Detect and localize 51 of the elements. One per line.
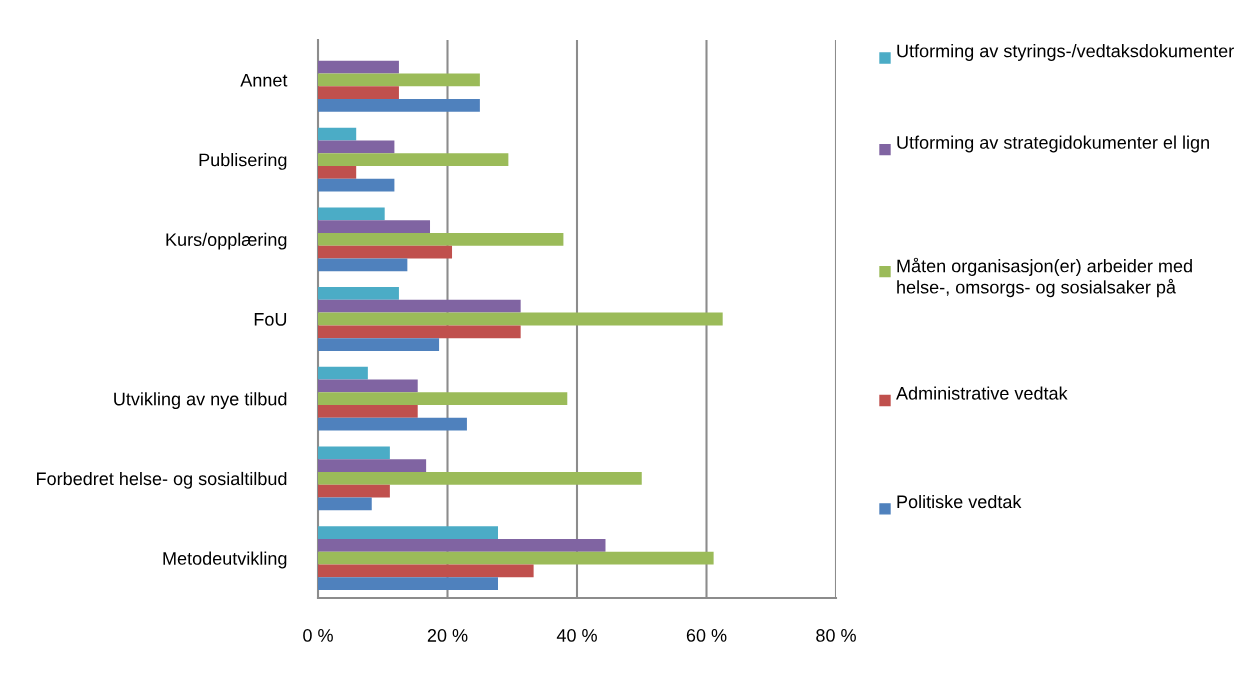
bar xyxy=(318,338,440,351)
bar xyxy=(318,127,357,141)
legend-label: Administrative vedtak xyxy=(896,386,1068,400)
bar xyxy=(318,446,390,460)
bar xyxy=(318,379,418,393)
bar xyxy=(318,140,395,154)
bar xyxy=(318,539,606,552)
bar xyxy=(318,312,723,326)
bar xyxy=(318,98,480,112)
bar xyxy=(318,497,372,511)
bar xyxy=(318,60,399,74)
y-tick-label: Utvikling av nye tilbud xyxy=(114,392,287,409)
y-tick-label: Kurs/opplæring xyxy=(166,232,287,250)
bar xyxy=(318,287,399,300)
x-tick-label: 20 % xyxy=(427,629,468,642)
bar xyxy=(318,258,408,272)
bar xyxy=(318,472,642,485)
bar xyxy=(318,405,418,418)
y-tick-label: Metodeutvikling xyxy=(163,551,287,569)
bar xyxy=(318,577,498,591)
x-tick-label: 80 % xyxy=(816,629,856,642)
bar xyxy=(318,207,385,221)
y-tick-label: Publisering xyxy=(199,153,287,170)
bar xyxy=(318,86,399,99)
bar xyxy=(318,551,714,565)
bar xyxy=(318,245,453,259)
bar xyxy=(318,417,467,431)
x-tick-label: 0 % xyxy=(303,629,333,642)
y-tick-label: Forbedret helse- og sosialtilbud xyxy=(37,471,287,489)
legend-label: Utforming av styrings-/vedtaksdokumenter xyxy=(897,44,1234,61)
bar xyxy=(318,526,498,540)
legend-label: Måten organisasjon(er) arbeider med helse-, omsorgs- og sosialsaker på xyxy=(897,257,1192,298)
bar xyxy=(318,220,431,233)
bar xyxy=(318,232,564,246)
x-tick-label: 40 % xyxy=(556,629,597,642)
y-tick-label: FoU xyxy=(254,313,287,326)
bar xyxy=(318,178,395,192)
bar xyxy=(318,484,390,498)
y-tick-label: Annet xyxy=(240,73,288,87)
bar xyxy=(318,73,480,87)
legend-label: Utforming av strategidokumenter el lign xyxy=(897,135,1209,153)
bar xyxy=(318,459,427,473)
bar xyxy=(318,165,357,179)
bar xyxy=(318,392,568,406)
bar xyxy=(318,564,534,578)
x-tick-label: 60 % xyxy=(686,629,727,642)
bar xyxy=(318,366,368,380)
bar xyxy=(318,325,521,339)
bar xyxy=(318,299,521,313)
bar xyxy=(318,153,509,166)
legend-label: Politiske vedtak xyxy=(897,494,1022,509)
